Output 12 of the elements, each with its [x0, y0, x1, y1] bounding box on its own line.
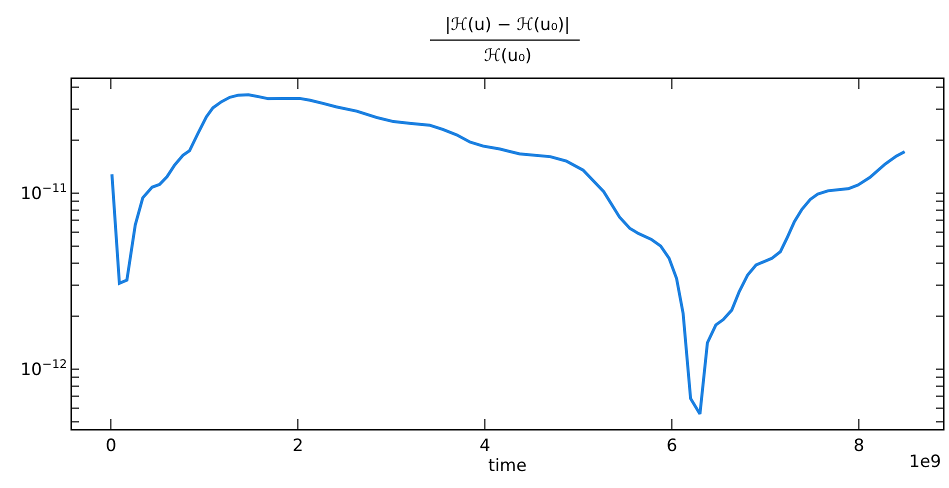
x-tick-label: 8	[853, 436, 864, 456]
x-tick-label: 0	[106, 436, 116, 456]
text: 1e9	[909, 452, 942, 472]
y-tick-label: 10$^{−12}$	[20, 356, 68, 380]
y-tick-label: 10$^{−11}$	[20, 180, 68, 204]
x-tick-label: 6	[666, 436, 678, 456]
chart-subtitle: ℋ(u₀)	[484, 46, 532, 66]
x-tick-label: 2	[292, 436, 304, 456]
x-tick-label: 4	[480, 436, 490, 456]
line-series	[110, 93, 906, 416]
chart-title: |ℋ(u) − ℋ(u₀)|	[445, 15, 570, 35]
x-axis-title: time	[488, 456, 527, 476]
